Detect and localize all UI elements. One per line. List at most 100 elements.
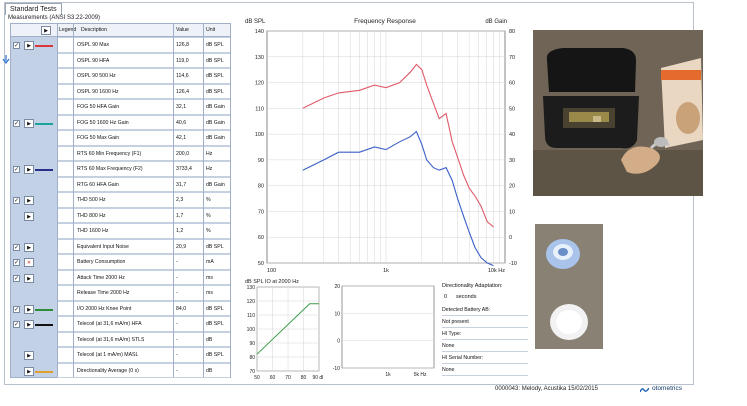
row-unit: dB SPL: [206, 57, 224, 64]
row-description: FOG 50 HFA Gain: [77, 104, 120, 110]
fr-x-tick-label: 1k: [383, 268, 389, 274]
hearing-aid-photo: [533, 30, 703, 196]
table-row[interactable]: ✓ ▶ THD 500 Hz 2,3%: [11, 193, 230, 208]
row-background: [57, 270, 230, 285]
play-icon[interactable]: ▶: [24, 366, 34, 376]
table-row[interactable]: ✓ ▶ OSPL 90 Max 126,8 dB SPL: [11, 38, 230, 53]
hearing-aid-photo-illustration: [533, 30, 703, 196]
play-icon[interactable]: ▶: [24, 211, 34, 221]
row-description: FOG 50 Max Gain: [77, 135, 120, 141]
serial-label: HI Serial Number:: [442, 353, 528, 364]
table-row[interactable]: ▶ Directionality Average (0 s) - dB: [11, 363, 230, 378]
io-y-tick-label: 100: [247, 327, 256, 333]
table-row[interactable]: ▶ Telecoil (at 1 mA/m) MASL - dB SPL: [11, 348, 230, 363]
row-checkbox[interactable]: ✓: [13, 321, 20, 328]
row-checkbox[interactable]: ✓: [13, 197, 20, 204]
arrow-down-icon: [2, 55, 10, 64]
row-description: THD 800 Hz: [77, 212, 106, 219]
row-checkbox[interactable]: ✓: [13, 119, 20, 127]
row-description: Attack Time 2000 Hz: [77, 274, 125, 281]
disabled-test-icon[interactable]: ✕: [24, 258, 34, 267]
table-row[interactable]: ✓ ▶ Telecoil (at 31,6 mA/m) HFA - dB SPL: [11, 317, 230, 332]
row-description: OSPL 90 1600 Hz: [77, 88, 119, 95]
serial-value: None: [442, 365, 528, 376]
row-value: 20,9: [176, 243, 187, 250]
fr-y2-tick-label: 80: [509, 29, 515, 35]
dir-y-tick-label: 20: [334, 284, 340, 290]
table-row[interactable]: ✓ ▶ Attack Time 2000 Hz - ms: [11, 270, 230, 285]
row-unit: dB: [206, 367, 213, 374]
play-icon[interactable]: ▶: [24, 41, 34, 50]
play-icon[interactable]: ▶: [24, 273, 34, 283]
table-row[interactable]: Telecoil (at 31,6 mA/m) STLS - dB: [11, 332, 230, 347]
play-icon[interactable]: ▶: [24, 351, 34, 360]
table-row[interactable]: OSPL 90 1600 Hz 126,4 dB SPL: [11, 84, 230, 99]
io-x-tick-label: 60: [270, 375, 276, 381]
table-row[interactable]: ▶ THD 800 Hz 1,7%: [11, 208, 230, 223]
row-checkbox[interactable]: ✓: [13, 274, 20, 282]
row-unit: dB SPL: [206, 352, 224, 358]
fr-y2-tick-label: 50: [509, 106, 515, 112]
row-description: RTG 60 HFA Gain: [77, 181, 119, 188]
row-background: [57, 239, 230, 254]
row-value: 200,0: [176, 150, 189, 157]
row-description: FOG 50 1600 Hz Gain: [77, 119, 129, 126]
row-description: Directionality Average (0 s): [77, 367, 139, 374]
table-row[interactable]: FOG 50 Max Gain 42,1 dB Gain: [11, 131, 230, 146]
play-icon[interactable]: ▶: [24, 304, 34, 314]
play-icon[interactable]: ▶: [24, 320, 34, 329]
table-row[interactable]: ✓ ▶ FOG 50 1600 Hz Gain 40,6 dB Gain: [11, 115, 230, 130]
play-all-icon[interactable]: ▶: [41, 26, 51, 35]
row-description: Telecoil (at 1 mA/m) MASL: [77, 352, 139, 358]
row-background: [57, 100, 230, 115]
battery-value: Not present: [442, 317, 528, 328]
row-description: Equivalent Input Noise: [77, 243, 129, 250]
row-description: Battery Consumption: [77, 259, 126, 265]
play-icon[interactable]: ▶: [24, 118, 34, 128]
row-description: I/O 2000 Hz Knee Point: [77, 305, 132, 312]
row-value: 1,2: [176, 228, 184, 234]
play-icon[interactable]: ▶: [24, 196, 34, 205]
fr-y2-tick-label: 20: [509, 184, 515, 190]
row-unit: ms: [206, 290, 213, 296]
table-row[interactable]: RTG 60 HFA Gain 31,7 dB Gain: [11, 177, 230, 192]
table-row[interactable]: ✓ ▶ Equivalent Input Noise 20,9 dB SPL: [11, 239, 230, 254]
row-unit: dB Gain: [206, 119, 225, 126]
row-value: -: [176, 352, 178, 358]
row-unit: dB SPL: [206, 42, 224, 48]
panel-title: Measurements (ANSI S3.22-2009): [8, 15, 101, 21]
table-row[interactable]: OSPL 90 HFA 119,0 dB SPL: [11, 53, 230, 68]
row-checkbox[interactable]: ✓: [13, 305, 20, 313]
table-row[interactable]: OSPL 90 500 Hz 114,6 dB SPL: [11, 69, 230, 84]
row-value: 126,8: [176, 42, 189, 48]
io-x-tick-label: 50: [254, 375, 260, 381]
table-row[interactable]: ✓ ▶ RTS 60 Max Frequency (F2) 3733,4 Hz: [11, 162, 230, 177]
row-checkbox[interactable]: ✓: [13, 259, 20, 266]
play-icon[interactable]: ▶: [24, 165, 34, 174]
fr-left-unit: dB SPL: [245, 19, 266, 25]
fr-y2-tick-label: -10: [509, 261, 517, 267]
row-description: OSPL 90 500 Hz: [77, 73, 116, 79]
row-checkbox[interactable]: ✓: [13, 243, 20, 251]
row-checkbox[interactable]: ✓: [13, 42, 20, 49]
table-row[interactable]: RTS 60 Min Frequency (F1) 200,0 Hz: [11, 146, 230, 161]
row-background: [57, 332, 230, 347]
fr-series-line: [302, 63, 494, 228]
earpiece-photo-illustration: [535, 224, 603, 349]
table-row[interactable]: FOG 50 HFA Gain 32,1 dB Gain: [11, 100, 230, 115]
table-row[interactable]: Release Time 2000 Hz - ms: [11, 286, 230, 301]
fr-y-tick-label: 60: [258, 235, 264, 241]
column-divider: [57, 24, 58, 377]
row-checkbox[interactable]: ✓: [13, 166, 20, 173]
play-icon[interactable]: ▶: [24, 242, 34, 252]
table-row[interactable]: ✓ ✕ Battery Consumption - mA: [11, 255, 230, 270]
io-series-line: [256, 303, 319, 355]
table-row[interactable]: THD 1600 Hz 1,2%: [11, 224, 230, 239]
row-unit: dB SPL: [206, 305, 224, 312]
row-description: OSPL 90 Max: [77, 42, 110, 48]
tab-standard-tests[interactable]: Standard Tests: [5, 3, 62, 15]
table-row[interactable]: ✓ ▶ I/O 2000 Hz Knee Point 84,0 dB SPL: [11, 301, 230, 316]
fr-grid: [266, 30, 506, 264]
fr-y-tick-label: 80: [258, 184, 264, 190]
hearing-aid-device: [621, 146, 660, 174]
